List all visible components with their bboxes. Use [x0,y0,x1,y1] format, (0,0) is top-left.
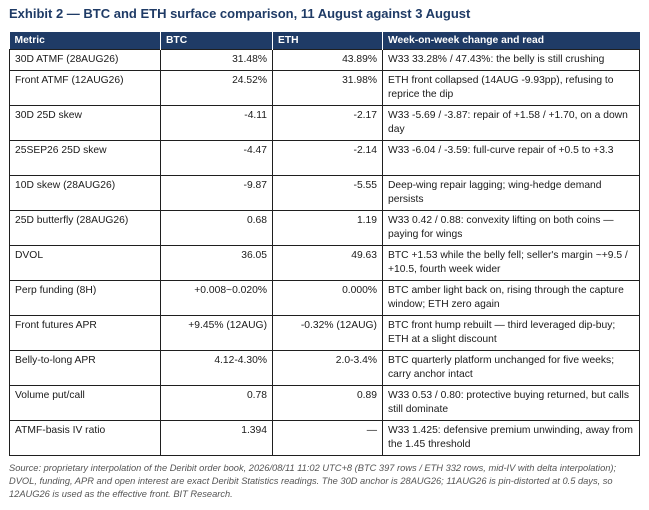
table-row: Front futures APR +9.45% (12AUG) -0.32% … [9,315,640,351]
cell-metric: Volume put/call [9,385,161,421]
cell-btc: +0.008~0.020% [160,280,273,316]
cell-btc: 31.48% [160,49,273,71]
cell-eth: — [272,420,383,456]
cell-metric: Front futures APR [9,315,161,351]
cell-btc: 36.05 [160,245,273,281]
cell-eth: 43.89% [272,49,383,71]
table-row: 30D 25D skew -4.11 -2.17 W33 -5.69 / -3.… [9,105,640,141]
cell-eth: 1.19 [272,210,383,246]
table-row: Front ATMF (12AUG26) 24.52% 31.98% ETH f… [9,70,640,106]
cell-metric: DVOL [9,245,161,281]
table-header-row: Metric BTC ETH Week-on-week change and r… [9,32,640,50]
table-row: Perp funding (8H) +0.008~0.020% 0.000% B… [9,280,640,316]
cell-eth: -5.55 [272,175,383,211]
cell-metric: Front ATMF (12AUG26) [9,70,161,106]
cell-eth: 0.89 [272,385,383,421]
table-row: 25SEP26 25D skew -4.47 -2.14 W33 -6.04 /… [9,140,640,176]
cell-metric: 10D skew (28AUG26) [9,175,161,211]
cell-read: BTC quarterly platform unchanged for fiv… [382,350,640,386]
cell-btc: 24.52% [160,70,273,106]
table-row: 10D skew (28AUG26) -9.87 -5.55 Deep-wing… [9,175,640,211]
cell-metric: ATMF-basis IV ratio [9,420,161,456]
exhibit-title: Exhibit 2 — BTC and ETH surface comparis… [9,6,471,21]
cell-eth: 31.98% [272,70,383,106]
cell-btc: -4.11 [160,105,273,141]
header-metric: Metric [9,32,161,50]
source-footnote: Source: proprietary interpolation of the… [9,463,617,499]
cell-eth: -2.14 [272,140,383,176]
cell-read: BTC front hump rebuilt — third leveraged… [382,315,640,351]
cell-eth: -0.32% (12AUG) [272,315,383,351]
cell-read: W33 0.42 / 0.88: convexity lifting on bo… [382,210,640,246]
cell-read: W33 -6.04 / -3.59: full-curve repair of … [382,140,640,176]
header-btc: BTC [160,32,273,50]
cell-metric: Perp funding (8H) [9,280,161,316]
cell-btc: 0.78 [160,385,273,421]
table-row: DVOL 36.05 49.63 BTC +1.53 while the bel… [9,245,640,281]
cell-btc: 4.12-4.30% [160,350,273,386]
table-row: Belly-to-long APR 4.12-4.30% 2.0-3.4% BT… [9,350,640,386]
header-read: Week-on-week change and read [382,32,640,50]
cell-read: BTC +1.53 while the belly fell; seller's… [382,245,640,281]
cell-metric: 30D ATMF (28AUG26) [9,49,161,71]
table-row: 25D butterfly (28AUG26) 0.68 1.19 W33 0.… [9,210,640,246]
table-row: ATMF-basis IV ratio 1.394 — W33 1.425: d… [9,420,640,456]
header-eth: ETH [272,32,383,50]
cell-btc: -9.87 [160,175,273,211]
cell-read: W33 0.53 / 0.80: protective buying retur… [382,385,640,421]
comparison-table: Metric BTC ETH Week-on-week change and r… [9,32,640,456]
cell-read: W33 33.28% / 47.43%: the belly is still … [382,49,640,71]
cell-read: BTC amber light back on, rising through … [382,280,640,316]
cell-read: W33 -5.69 / -3.87: repair of +1.58 / +1.… [382,105,640,141]
cell-btc: 1.394 [160,420,273,456]
table-row: 30D ATMF (28AUG26) 31.48% 43.89% W33 33.… [9,49,640,71]
cell-eth: 0.000% [272,280,383,316]
cell-btc: +9.45% (12AUG) [160,315,273,351]
cell-eth: 2.0-3.4% [272,350,383,386]
cell-read: W33 1.425: defensive premium unwinding, … [382,420,640,456]
table-row: Volume put/call 0.78 0.89 W33 0.53 / 0.8… [9,385,640,421]
cell-btc: 0.68 [160,210,273,246]
cell-read: Deep-wing repair lagging; wing-hedge dem… [382,175,640,211]
cell-metric: 25SEP26 25D skew [9,140,161,176]
cell-metric: 30D 25D skew [9,105,161,141]
cell-eth: -2.17 [272,105,383,141]
cell-btc: -4.47 [160,140,273,176]
cell-eth: 49.63 [272,245,383,281]
cell-metric: Belly-to-long APR [9,350,161,386]
cell-metric: 25D butterfly (28AUG26) [9,210,161,246]
cell-read: ETH front collapsed (14AUG -9.93pp), ref… [382,70,640,106]
